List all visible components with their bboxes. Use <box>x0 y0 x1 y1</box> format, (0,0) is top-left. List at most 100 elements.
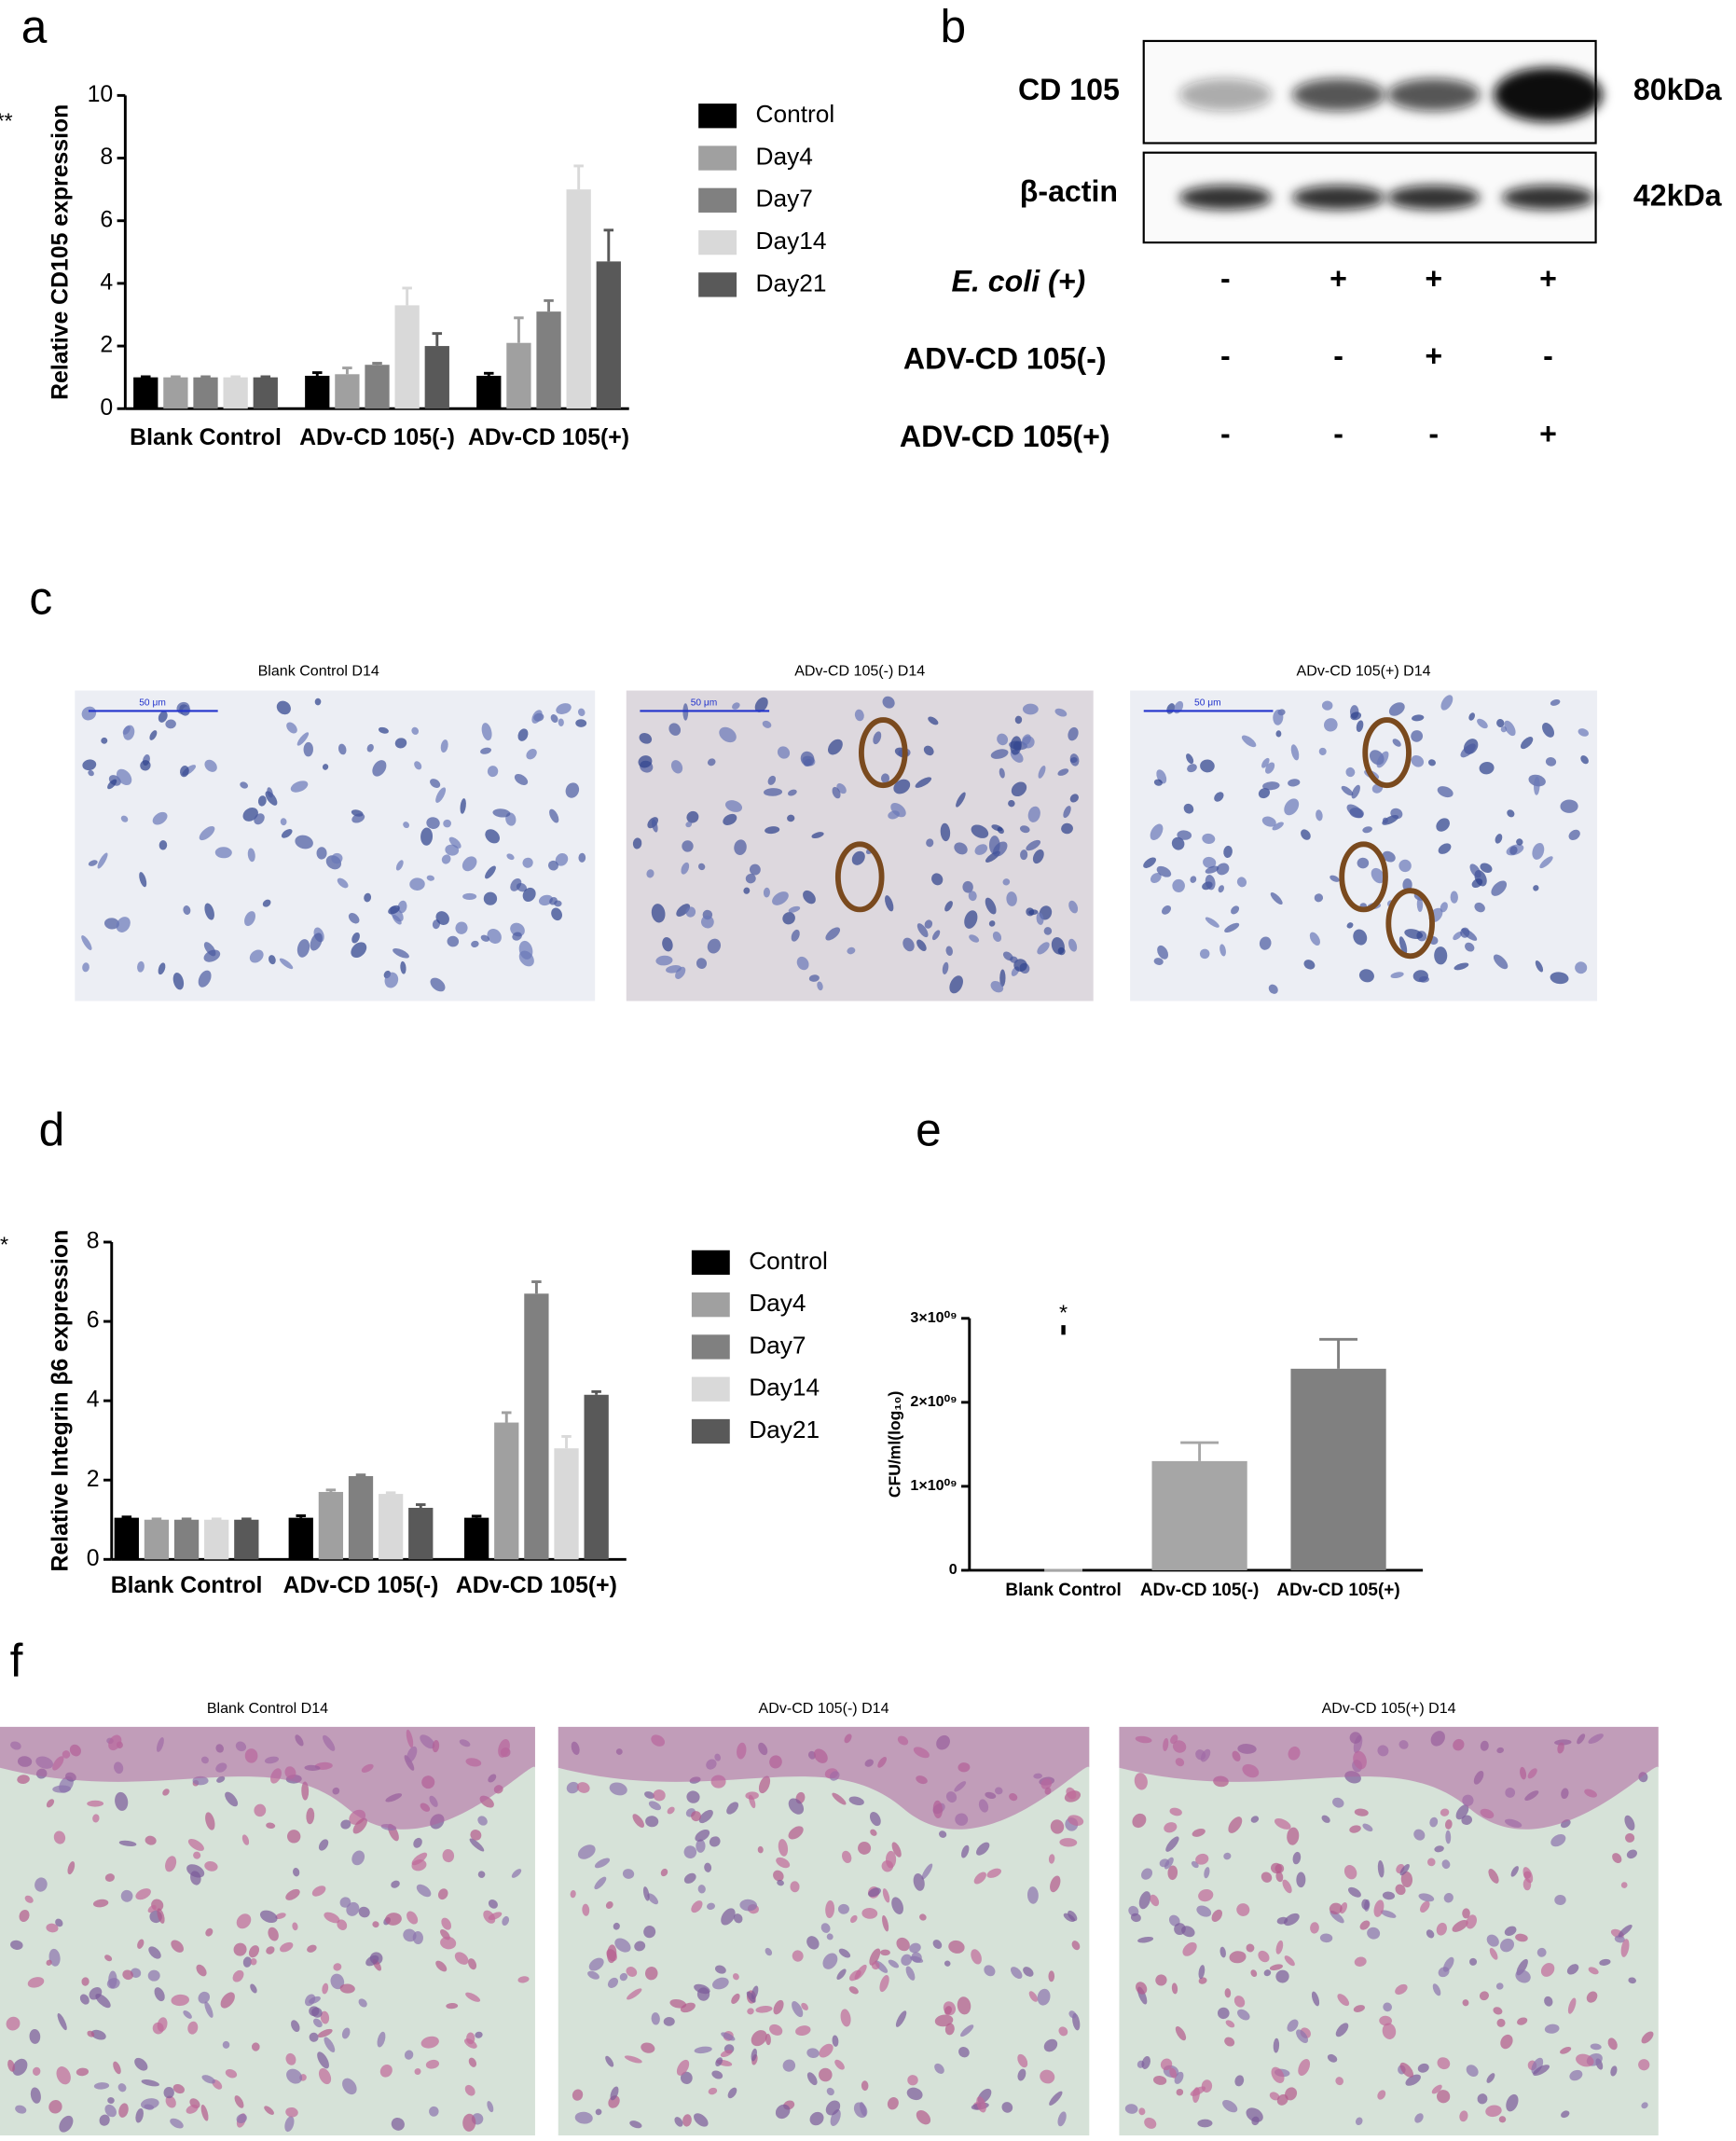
cell-nucleus <box>82 962 90 973</box>
cell-nucleus <box>928 716 939 725</box>
cell-nucleus <box>88 860 98 866</box>
scale-bar-label: 50 μm <box>1194 698 1221 708</box>
cell-nucleus <box>1544 2024 1560 2034</box>
cell-nucleus <box>1153 958 1164 965</box>
cell-nucleus <box>1153 779 1163 786</box>
legend-label: Day21 <box>749 1416 820 1443</box>
cell-nucleus <box>1614 1935 1625 1943</box>
cell-nucleus <box>1001 2102 1013 2113</box>
cell-nucleus <box>464 2084 475 2096</box>
cell-nucleus <box>1136 1982 1148 1995</box>
cell-nucleus <box>1517 2017 1528 2025</box>
cell-nucleus <box>834 2059 845 2070</box>
cell-nucleus <box>471 940 479 948</box>
bar <box>288 1517 313 1560</box>
cell-nucleus <box>558 718 564 726</box>
cell-nucleus <box>956 792 966 808</box>
bar <box>506 342 531 409</box>
cell-nucleus <box>12 2058 28 2076</box>
cell-nucleus <box>605 2055 614 2067</box>
x-tick-label: ADv-CD 105(+) <box>456 1573 617 1598</box>
cell-nucleus <box>1190 2086 1206 2096</box>
cell-nucleus <box>787 814 795 822</box>
cell-nucleus <box>1043 927 1053 935</box>
cell-nucleus <box>931 873 944 886</box>
cell-nucleus <box>1357 857 1370 869</box>
cell-nucleus <box>934 2063 944 2074</box>
y-tick-label: 0 <box>87 1546 100 1571</box>
cell-nucleus <box>199 825 215 841</box>
cell-nucleus <box>465 1992 481 2002</box>
cell-nucleus <box>1269 1964 1284 1971</box>
cell-nucleus <box>10 1940 23 1950</box>
cell-nucleus <box>609 1782 627 1796</box>
cell-nucleus <box>304 1994 316 2007</box>
cell-nucleus <box>1468 712 1476 721</box>
cell-nucleus <box>480 747 492 754</box>
cell-nucleus <box>488 1912 503 1921</box>
cell-nucleus <box>962 880 973 893</box>
cell-nucleus <box>254 1803 267 1817</box>
cell-nucleus <box>158 711 168 723</box>
cell-nucleus <box>957 1996 971 2015</box>
cell-nucleus <box>1187 764 1197 773</box>
cell-nucleus <box>1323 718 1338 732</box>
cell-nucleus <box>67 1861 76 1875</box>
cell-nucleus <box>198 970 212 988</box>
cell-nucleus <box>365 1955 379 1967</box>
cell-nucleus <box>694 1983 710 1995</box>
cell-nucleus <box>152 811 168 825</box>
cell-nucleus <box>704 1862 712 1872</box>
cell-nucleus <box>285 2052 296 2065</box>
cell-nucleus <box>1274 1818 1291 1830</box>
cell-nucleus <box>1638 2059 1650 2071</box>
cell-nucleus <box>1479 1991 1489 2001</box>
cell-nucleus <box>769 2024 783 2036</box>
micrograph-title: ADv-CD 105(+) D14 <box>1297 662 1431 679</box>
cell-nucleus <box>364 892 372 903</box>
cell-nucleus <box>837 1903 849 1914</box>
cell-nucleus <box>392 914 402 925</box>
cell-nucleus <box>1019 825 1030 834</box>
cell-nucleus <box>87 1800 104 1807</box>
cell-nucleus <box>1560 2046 1572 2054</box>
legend-swatch <box>691 1334 730 1360</box>
cell-nucleus <box>1204 1867 1210 1879</box>
cell-nucleus <box>1273 709 1284 725</box>
cell-nucleus <box>241 1834 250 1845</box>
cell-nucleus <box>627 1988 642 2000</box>
cell-nucleus <box>594 1858 611 1869</box>
cell-nucleus <box>15 2105 27 2114</box>
cell-nucleus <box>1575 961 1588 974</box>
cell-nucleus <box>961 1844 970 1858</box>
cell-nucleus <box>1263 1969 1272 1977</box>
cell-nucleus <box>163 2087 174 2099</box>
cell-nucleus <box>1462 1999 1469 2007</box>
cell-nucleus <box>317 2051 329 2069</box>
cell-nucleus <box>104 2104 117 2118</box>
cell-nucleus <box>56 2066 71 2085</box>
cell-nucleus <box>934 2014 954 2027</box>
cell-nucleus <box>1231 905 1240 915</box>
cell-nucleus <box>1398 859 1412 873</box>
cell-nucleus <box>502 1915 510 1927</box>
bar <box>114 1517 139 1560</box>
cell-nucleus <box>1176 2088 1184 2096</box>
legend-swatch <box>691 1250 730 1276</box>
cell-nucleus <box>1069 753 1080 767</box>
cell-nucleus <box>588 1957 604 1971</box>
cell-nucleus <box>832 786 841 799</box>
cell-nucleus <box>832 2035 839 2047</box>
cell-nucleus <box>1130 1913 1141 1923</box>
cell-nucleus <box>986 1868 1002 1878</box>
cell-nucleus <box>873 731 882 745</box>
cell-nucleus <box>940 822 951 842</box>
cell-nucleus <box>639 733 653 744</box>
cell-nucleus <box>685 821 693 828</box>
bar <box>173 1519 200 1560</box>
cell-nucleus <box>1395 1983 1408 1996</box>
condition-sign: - <box>1543 339 1553 373</box>
cell-nucleus <box>1568 829 1580 841</box>
cell-nucleus <box>691 1811 702 1822</box>
